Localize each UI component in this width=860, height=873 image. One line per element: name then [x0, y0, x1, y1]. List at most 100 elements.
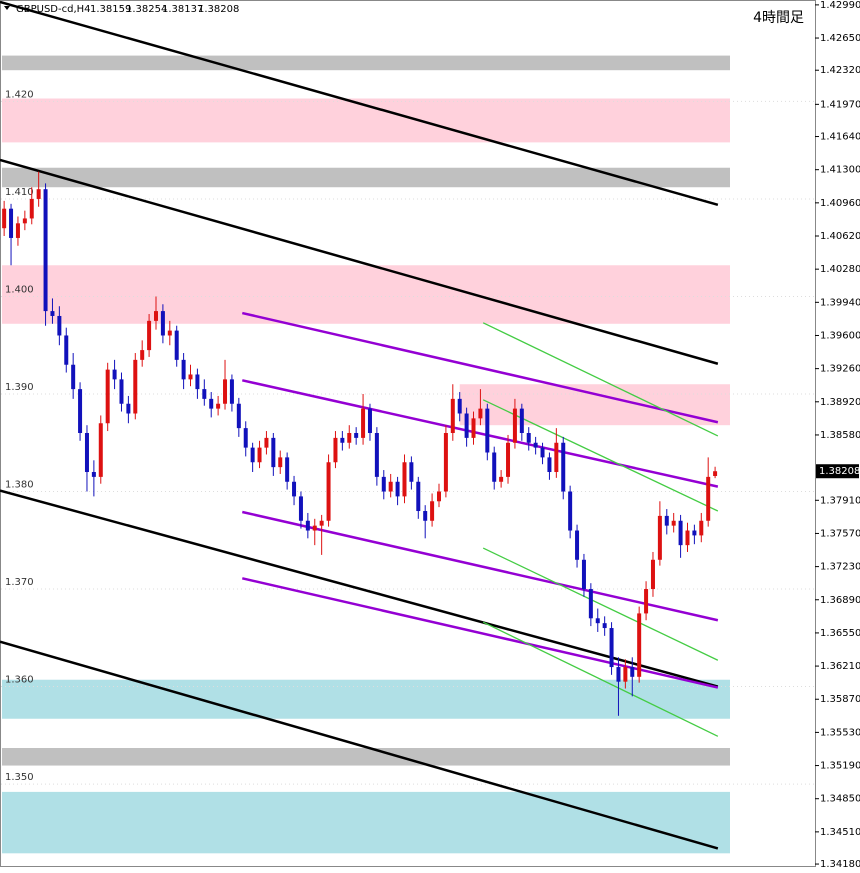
price-zone — [459, 384, 730, 426]
y-tick-label: 1.40620 — [820, 231, 860, 242]
candle-body — [581, 559, 586, 590]
y-tick-label: 1.40960 — [820, 198, 860, 209]
y-tick-label: 1.42650 — [820, 33, 860, 44]
candle-body — [381, 476, 386, 492]
candle-body — [271, 437, 276, 468]
candle-body — [147, 320, 152, 351]
candle-body — [292, 481, 297, 497]
candle-body — [84, 433, 89, 473]
candle-body — [174, 330, 179, 360]
candle-body — [457, 398, 462, 414]
y-tick-label: 1.42990 — [820, 0, 860, 11]
candle-body — [609, 628, 614, 668]
candle-body — [478, 408, 483, 419]
price-zone — [2, 791, 730, 854]
timeframe-title: 4時間足 — [753, 10, 804, 26]
candle-body — [167, 330, 172, 336]
candle-body — [278, 457, 283, 468]
trendline — [482, 547, 719, 661]
level-label: 1.360 — [5, 675, 34, 686]
candle-body — [91, 472, 96, 477]
symbol: GBPUSD-cd,H4 — [16, 4, 91, 15]
y-tick-label: 1.35870 — [820, 694, 860, 705]
candle-body — [623, 667, 628, 682]
candle-body — [243, 428, 248, 448]
candle-body — [664, 515, 669, 526]
candle-body — [554, 442, 559, 473]
candle-body — [678, 520, 683, 546]
candle-body — [361, 408, 366, 438]
candle-body — [188, 374, 193, 380]
candle-body — [471, 418, 476, 438]
candle-body — [2, 208, 7, 229]
candle-body — [354, 433, 359, 438]
candle-body — [499, 476, 504, 482]
candle-body — [430, 501, 435, 521]
candle-body — [195, 374, 200, 390]
candle-body — [78, 389, 83, 433]
trendline — [482, 322, 719, 437]
candle-body — [153, 311, 158, 321]
trendline — [0, 0, 719, 207]
candle-body — [699, 520, 704, 536]
y-tick-label: 1.38920 — [820, 397, 860, 408]
candle-body — [43, 189, 48, 312]
y-tick-label: 1.39600 — [820, 330, 860, 341]
candle-body — [616, 667, 621, 682]
candle-body — [443, 433, 448, 492]
price-zone — [2, 747, 730, 766]
price-zone — [2, 167, 730, 188]
candle-body — [209, 398, 214, 409]
candle-body — [450, 398, 455, 433]
candle-body — [568, 491, 573, 531]
candle-body — [236, 403, 241, 429]
candle-body — [250, 447, 255, 463]
candle-body — [388, 481, 393, 492]
candle-body — [140, 350, 145, 360]
level-label: 1.380 — [5, 480, 34, 491]
y-tick-label: 1.34850 — [820, 794, 860, 805]
candle-body — [160, 311, 165, 336]
candle-body — [22, 218, 27, 224]
trendline — [0, 640, 719, 850]
zones — [2, 55, 730, 854]
y-tick-label: 1.40280 — [820, 264, 860, 275]
price-zone — [2, 679, 730, 719]
level-label: 1.350 — [5, 772, 34, 783]
candle-body — [492, 452, 497, 482]
y-tick-label: 1.39260 — [820, 364, 860, 375]
candle-body — [506, 442, 511, 477]
candle-body — [112, 369, 117, 380]
candle-body — [409, 462, 414, 482]
candle-body — [706, 476, 711, 521]
candle-body — [57, 315, 62, 336]
level-label: 1.370 — [5, 577, 34, 588]
candle-body — [526, 433, 531, 443]
candle-body — [671, 520, 676, 526]
y-tick-label: 1.36550 — [820, 628, 860, 639]
candle-body — [257, 447, 262, 463]
candle-body — [657, 515, 662, 560]
candle-body — [285, 457, 290, 482]
y-tick-label: 1.36210 — [820, 661, 860, 672]
price-tag — [816, 464, 859, 479]
y-tick-label: 1.39940 — [820, 297, 860, 308]
candle-body — [216, 403, 221, 409]
y-tick-label: 1.41300 — [820, 165, 860, 176]
price-zone — [2, 265, 730, 324]
candle-body — [229, 379, 234, 404]
y-tick-label: 1.35530 — [820, 727, 860, 738]
candle-body — [298, 496, 303, 521]
candle-body — [367, 408, 372, 433]
candle-body — [713, 471, 718, 477]
y-tick-label: 1.41640 — [820, 132, 860, 143]
candle-body — [15, 223, 20, 238]
candle-body — [312, 525, 317, 531]
candle-body — [402, 462, 407, 497]
candle-body — [692, 530, 697, 536]
y-tick-label: 1.37230 — [820, 562, 860, 573]
level-label: 1.390 — [5, 382, 34, 393]
candle-body — [512, 408, 517, 443]
